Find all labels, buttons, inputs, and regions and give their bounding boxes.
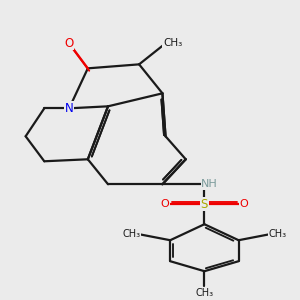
Text: O: O [240,199,249,209]
Text: CH₃: CH₃ [122,229,140,239]
Text: NH: NH [201,179,218,189]
Text: CH₃: CH₃ [195,288,214,298]
Text: CH₃: CH₃ [163,38,182,48]
Text: CH₃: CH₃ [268,229,286,239]
Text: S: S [201,198,208,211]
Text: N: N [65,102,74,115]
Text: O: O [160,199,169,209]
Text: O: O [64,37,74,50]
